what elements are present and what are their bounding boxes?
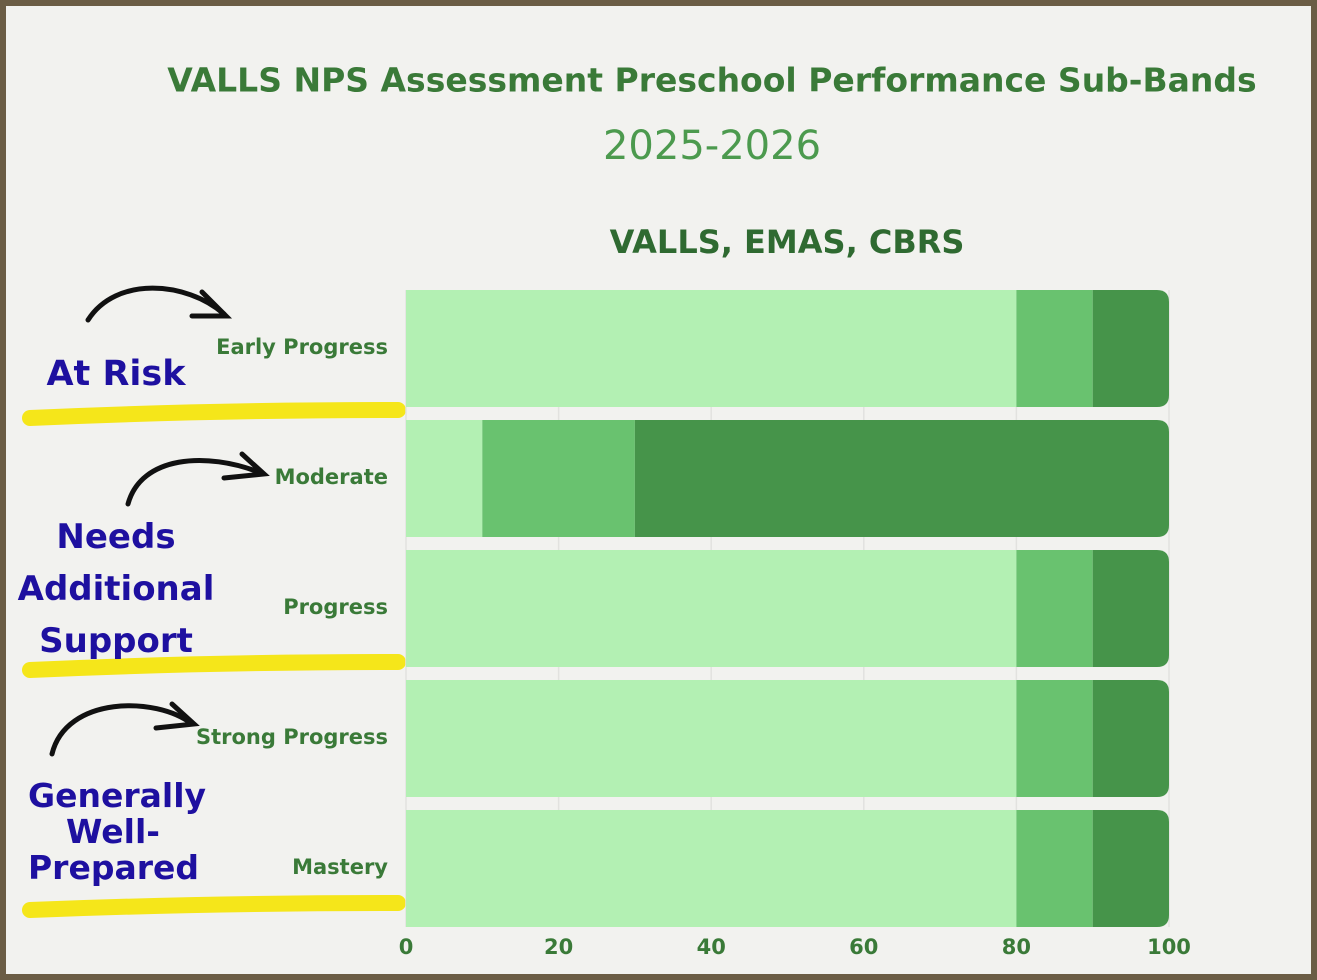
bar-segment	[1093, 680, 1169, 797]
chart: VALLS NPS Assessment Preschool Performan…	[6, 6, 1311, 974]
bar-segment	[1016, 810, 1092, 927]
x-tick-label: 100	[1147, 935, 1191, 959]
bar-segment	[406, 290, 1016, 407]
arrow	[128, 460, 261, 504]
bar-segment	[1016, 290, 1092, 407]
x-tick-label: 60	[849, 935, 878, 959]
bar-segment	[406, 810, 1016, 927]
x-tick-label: 0	[399, 935, 414, 959]
bar-segment	[1016, 680, 1092, 797]
bar-segment	[482, 420, 635, 537]
annotation: Needs Additional Support	[16, 511, 216, 667]
category-label: Progress	[283, 595, 388, 619]
bar-segment	[1093, 290, 1169, 407]
bar-segment	[635, 420, 1169, 537]
category-label: Early Progress	[216, 335, 388, 359]
bar-segment	[1016, 550, 1092, 667]
category-label: Moderate	[275, 465, 388, 489]
arrow	[52, 706, 192, 754]
bar-segment	[406, 550, 1016, 667]
highlight	[30, 903, 398, 910]
annotation: Generally Well-Prepared	[28, 778, 198, 886]
x-tick-label: 40	[697, 935, 726, 959]
category-label: Strong Progress	[196, 725, 388, 749]
category-label: Mastery	[292, 855, 388, 879]
x-tick-label: 80	[1002, 935, 1031, 959]
bar-segment	[406, 420, 482, 537]
bar-segment	[406, 680, 1016, 797]
chart-title: VALLS NPS Assessment Preschool Performan…	[167, 61, 1256, 100]
chart-subtitle: 2025-2026	[603, 123, 821, 169]
highlight	[30, 410, 398, 418]
x-tick-label: 20	[544, 935, 573, 959]
bar-segment	[1093, 810, 1169, 927]
bar-segment	[1093, 550, 1169, 667]
page: VALLS NPS Assessment Preschool Performan…	[0, 0, 1317, 980]
plot-title: VALLS, EMAS, CBRS	[610, 223, 965, 261]
annotation: At Risk	[36, 352, 196, 396]
